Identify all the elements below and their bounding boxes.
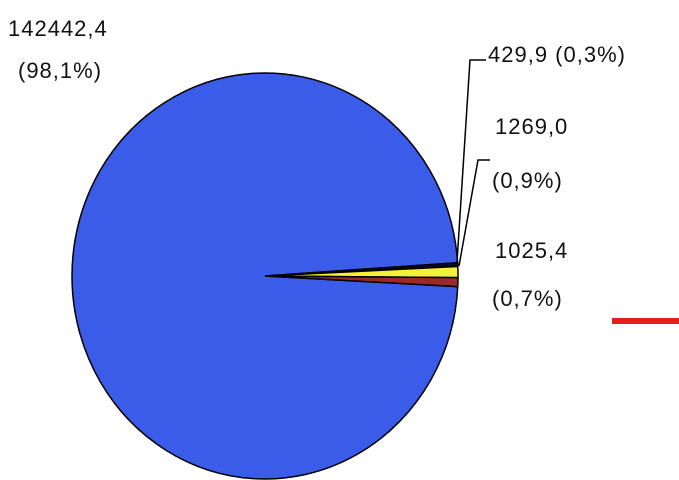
data-label: (0,7%) — [492, 286, 563, 311]
pie-slice — [71, 72, 459, 480]
leader-line — [458, 159, 490, 267]
leader-line — [456, 59, 486, 263]
data-label: 429,9 (0,3%) — [488, 42, 626, 67]
data-label: (98,1%) — [18, 58, 102, 83]
data-label: 1025,4 — [495, 238, 568, 263]
pie-slice — [264, 275, 459, 288]
data-label: 142442,4 — [8, 16, 108, 41]
data-label: (0,9%) — [492, 168, 563, 193]
data-label: 1269,0 — [495, 114, 568, 139]
